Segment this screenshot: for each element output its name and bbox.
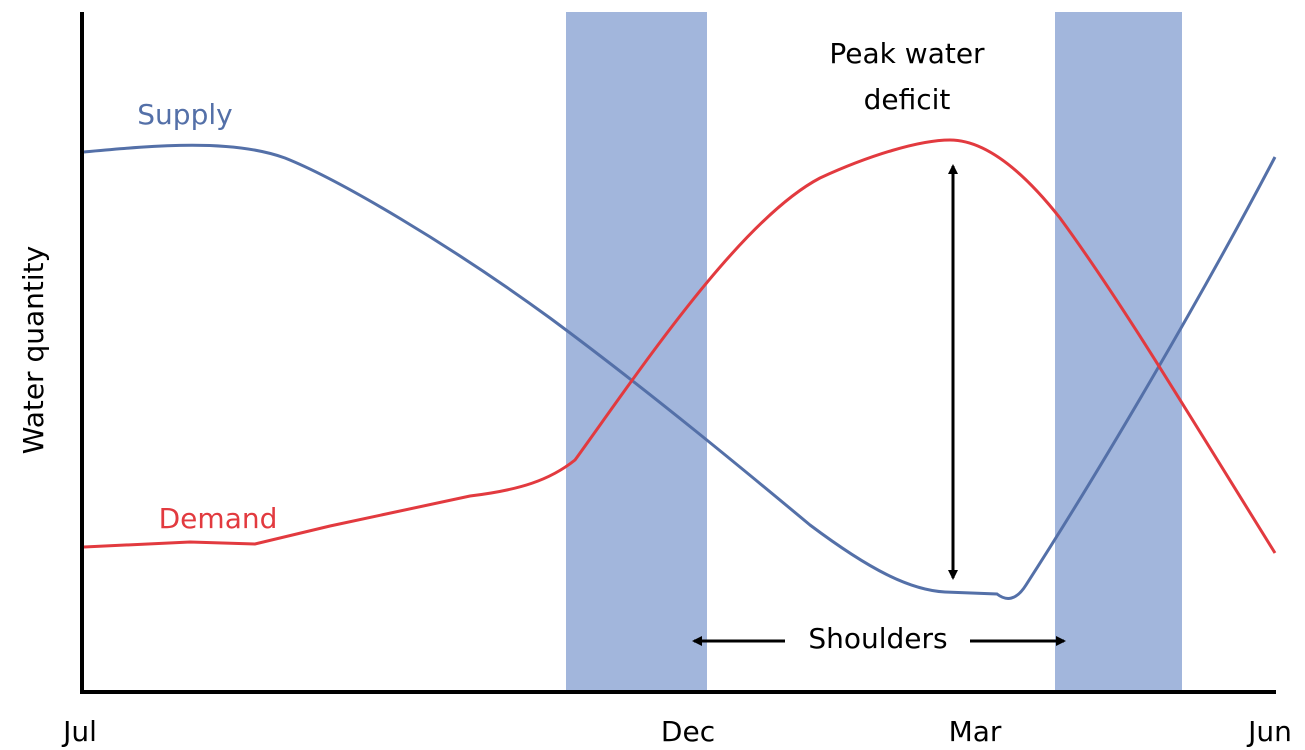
x-label: Jul — [61, 715, 97, 748]
annotation: Peak water — [829, 37, 985, 70]
annotation: deficit — [864, 83, 951, 116]
shoulder-band — [1055, 12, 1182, 692]
x-label: Jun — [1246, 715, 1292, 748]
x-label: Dec — [661, 715, 715, 748]
y-axis-label: Water quantity — [17, 246, 50, 454]
x-label: Mar — [949, 715, 1002, 748]
supply-label: Supply — [137, 98, 232, 131]
demand-label: Demand — [159, 502, 278, 535]
supply-curve — [83, 143, 1277, 600]
shoulder-band — [566, 12, 707, 692]
annotation: Shoulders — [808, 622, 947, 655]
demand-curve — [83, 138, 1277, 554]
